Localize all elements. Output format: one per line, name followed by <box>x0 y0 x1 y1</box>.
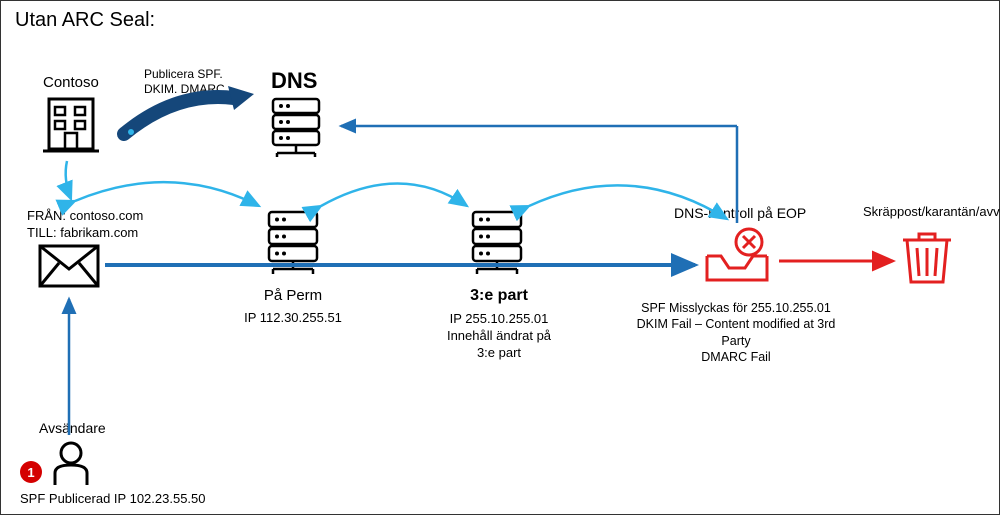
eop-fail-icon <box>701 226 773 288</box>
dns-server-icon <box>263 95 329 161</box>
dkim-fail: DKIM Fail – Content modified at 3rd <box>626 316 846 332</box>
step-badge: 1 <box>20 461 42 483</box>
on-perm-title-text: På Perm <box>264 287 322 304</box>
third-party-mod2: 3:e part <box>419 345 579 362</box>
trash-icon <box>899 226 955 288</box>
dns-check-label: DNS-kontroll på EOP <box>674 204 806 222</box>
diagram-canvas: Utan ARC Seal: Contoso Publicera SPF. DK… <box>0 0 1000 515</box>
from-to-label: FRÅN: contoso.com TILL: fabrikam.com <box>27 208 143 242</box>
junk-label: Skräppost/karantän/avvisa <box>863 204 1000 221</box>
building-icon <box>43 93 99 153</box>
to-label: TILL: fabrikam.com <box>27 225 138 240</box>
on-perm-block: På Perm IP 112.30.255.51 <box>223 286 363 326</box>
fail-block: SPF Misslyckas för 255.10.255.01 DKIM Fa… <box>626 300 846 365</box>
envelope-icon <box>37 243 101 289</box>
spf-fail: SPF Misslyckas för 255.10.255.01 <box>626 300 846 316</box>
from-label: FRÅN: contoso.com <box>27 208 143 223</box>
sender-label: Avsändare <box>39 419 106 437</box>
third-party-title: 3:e part <box>419 286 579 307</box>
on-perm-ip: IP 112.30.255.51 <box>223 310 363 327</box>
third-party-ip: IP 255.10.255.01 <box>419 311 579 328</box>
server-thirdparty-icon <box>463 208 531 278</box>
server-onperm-icon <box>259 208 327 278</box>
publish-arrow-icon <box>116 86 256 141</box>
on-perm-title: På Perm <box>223 286 363 306</box>
contoso-label: Contoso <box>43 73 99 93</box>
third-party-mod1: Innehåll ändrat på <box>419 328 579 345</box>
dkim-fail2: Party <box>626 333 846 349</box>
dmarc-fail: DMARC Fail <box>626 349 846 365</box>
publish-line1: Publicera SPF. <box>144 67 223 81</box>
person-icon <box>49 441 93 487</box>
dns-label: DNS <box>271 67 317 96</box>
third-party-block: 3:e part IP 255.10.255.01 Innehåll ändra… <box>419 286 579 361</box>
spf-published: SPF Publicerad IP 102.23.55.50 <box>20 491 206 508</box>
diagram-title: Utan ARC Seal: <box>15 9 155 32</box>
badge-number: 1 <box>27 465 34 480</box>
